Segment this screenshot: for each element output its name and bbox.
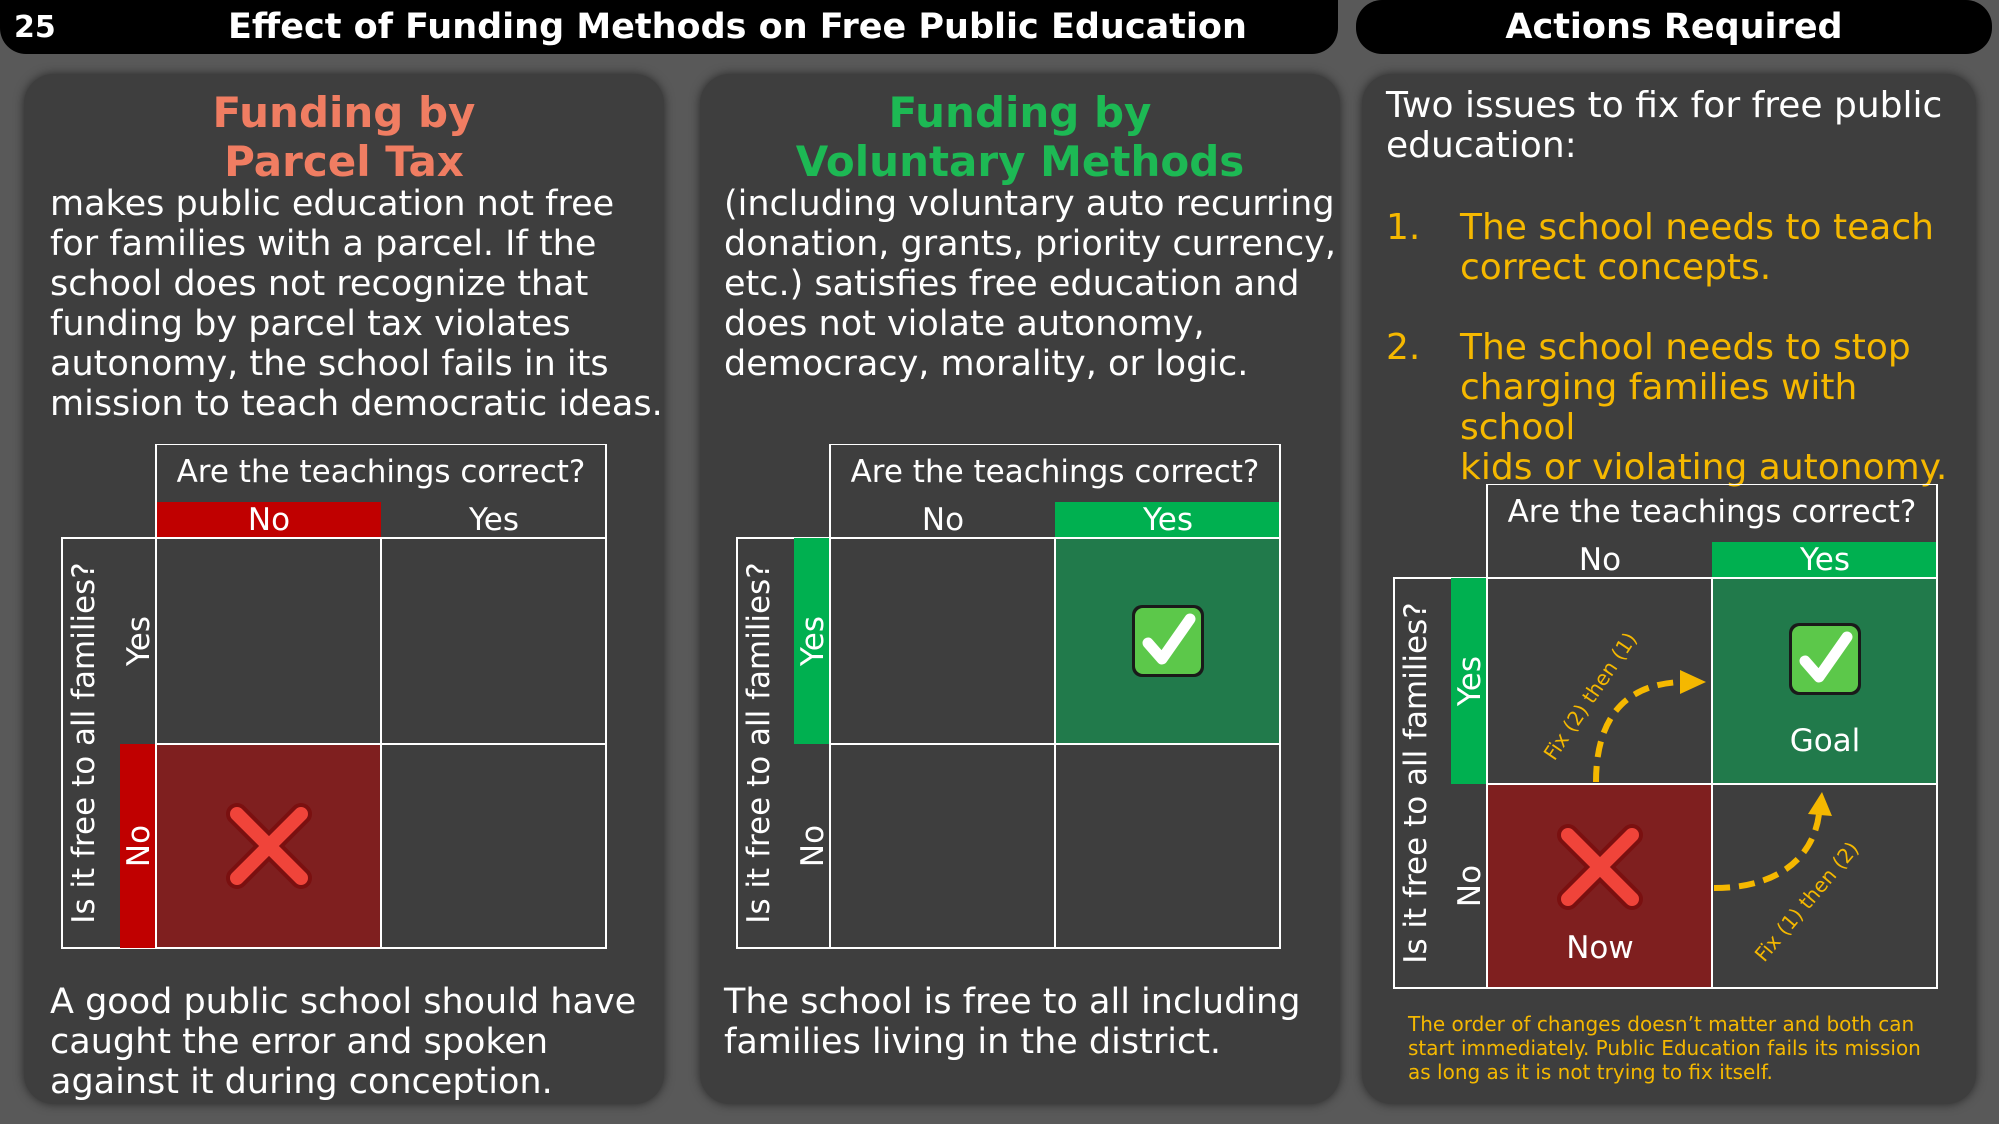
text-line: etc.) satisfies free education and	[724, 264, 1300, 304]
col-question: Are the teachings correct?	[1508, 494, 1917, 530]
text-line: for families with a parcel. If the	[50, 224, 597, 264]
row-yes-label: Yes	[121, 616, 157, 667]
text-line: does not violate autonomy,	[724, 304, 1205, 344]
parcel-tax-heading: Funding by Parcel Tax	[24, 88, 664, 186]
arrow-right-path	[1713, 792, 1832, 891]
parcel-tax-matrix: Are the teachings correct? No Yes Is it …	[61, 444, 607, 949]
col-yes-label: Yes	[468, 502, 519, 538]
cross-mark-icon	[226, 803, 312, 889]
text-line: The school needs to stop	[1460, 327, 1911, 368]
arrow-head-icon	[1808, 792, 1832, 816]
text-line: makes public education not free	[50, 184, 615, 224]
text-line: against it during conception.	[50, 1062, 553, 1102]
now-cell	[1487, 784, 1712, 988]
parcel-tax-conclusion: A good public school should have caught …	[50, 982, 636, 1102]
text-line: autonomy, the school fails in its	[50, 344, 609, 384]
text-line: start immediately. Public Education fail…	[1408, 1036, 1921, 1060]
check-mark-icon	[1789, 623, 1861, 695]
page-title: Effect of Funding Methods on Free Public…	[228, 7, 1247, 47]
list-number: 2.	[1386, 327, 1421, 368]
text-line: families living in the district.	[724, 1022, 1222, 1062]
arrow-up-path	[1593, 670, 1706, 783]
heading-line: Voluntary Methods	[795, 137, 1245, 186]
cross-mark-icon	[1557, 824, 1643, 910]
yes-row-highlight	[794, 538, 830, 744]
yes-row-highlight	[1451, 578, 1487, 784]
row-no-label: No	[121, 825, 157, 867]
text-line: democracy, morality, or logic.	[724, 344, 1249, 384]
col-no-label: No	[248, 502, 290, 538]
text-line: Two issues to fix for free public	[1386, 85, 1943, 126]
parcel-tax-panel: Funding by Parcel Tax makes public educa…	[24, 74, 664, 1104]
voluntary-methods-heading: Funding by Voluntary Methods	[700, 88, 1340, 186]
heading-line: Parcel Tax	[224, 137, 464, 186]
heading-line: Funding by	[212, 88, 476, 137]
actions-matrix: Are the teachings correct? No Yes Is it …	[1393, 484, 1938, 989]
actions-required-panel: Two issues to fix for free public educat…	[1362, 74, 1976, 1104]
row-yes-label: Yes	[1452, 656, 1488, 707]
goal-label: Goal	[1790, 723, 1861, 759]
row-question: Is it free to all families?	[66, 562, 102, 923]
arrow-right-label: Fix (1) then (2)	[1750, 837, 1864, 966]
text-line: funding by parcel tax violates	[50, 304, 571, 344]
text-line: mission to teach democratic ideas.	[50, 384, 663, 424]
list-number: 1.	[1386, 207, 1421, 248]
row-yes-label: Yes	[795, 616, 831, 667]
list-text: The school needs to stop charging famili…	[1460, 328, 1980, 488]
text-line: correct concepts.	[1460, 247, 1772, 288]
text-line: The school needs to teach	[1460, 207, 1934, 248]
row-no-label: No	[795, 825, 831, 867]
col-question: Are the teachings correct?	[177, 454, 586, 490]
text-line: kids or violating autonomy.	[1460, 447, 1948, 488]
yes-col-highlight	[1712, 542, 1936, 578]
actions-title-bar: Actions Required	[1356, 0, 1992, 54]
text-line: caught the error and spoken	[50, 1022, 549, 1062]
row-question: Is it free to all families?	[741, 562, 777, 923]
heading-line: Funding by	[888, 88, 1152, 137]
slide-number: 25	[14, 9, 56, 45]
title-bar: 25 Effect of Funding Methods on Free Pub…	[0, 0, 1338, 54]
list-text: The school needs to teach correct concep…	[1460, 208, 1980, 288]
row-question: Is it free to all families?	[1398, 602, 1434, 963]
check-mark-icon	[1132, 605, 1204, 677]
text-line: The order of changes doesn’t matter and …	[1408, 1012, 1915, 1036]
yes-col-highlight	[1055, 502, 1279, 538]
actions-footnote: The order of changes doesn’t matter and …	[1408, 1012, 1921, 1084]
text-line: A good public school should have	[50, 982, 637, 1022]
text-line: donation, grants, priority currency,	[724, 224, 1337, 264]
voluntary-methods-description: (including voluntary auto recurring dona…	[724, 184, 1336, 384]
voluntary-methods-panel: Funding by Voluntary Methods (including …	[700, 74, 1340, 1104]
text-line: (including voluntary auto recurring	[724, 184, 1335, 224]
text-line: charging families with school	[1460, 367, 1858, 448]
text-line: education:	[1386, 125, 1577, 166]
voluntary-methods-conclusion: The school is free to all including fami…	[724, 982, 1300, 1062]
parcel-tax-description: makes public education not free for fami…	[50, 184, 663, 424]
voluntary-methods-matrix: Are the teachings correct? No Yes Is it …	[736, 444, 1281, 949]
arrow-head-icon	[1680, 670, 1706, 694]
col-question: Are the teachings correct?	[851, 454, 1260, 490]
no-col-highlight	[157, 502, 381, 538]
text-line: The school is free to all including	[724, 982, 1301, 1022]
row-no-label: No	[1452, 865, 1488, 907]
col-no-label: No	[922, 502, 964, 538]
text-line: as long as it is not trying to fix itsel…	[1408, 1060, 1773, 1084]
text-line: school does not recognize that	[50, 264, 589, 304]
arrow-up-label: Fix (2) then (1)	[1539, 628, 1642, 765]
now-label: Now	[1566, 930, 1634, 966]
actions-title: Actions Required	[1505, 7, 1843, 47]
col-yes-label: Yes	[1799, 542, 1850, 578]
col-no-label: No	[1579, 542, 1621, 578]
no-row-highlight	[120, 744, 156, 948]
actions-intro: Two issues to fix for free public educat…	[1386, 86, 1942, 166]
col-yes-label: Yes	[1142, 502, 1193, 538]
